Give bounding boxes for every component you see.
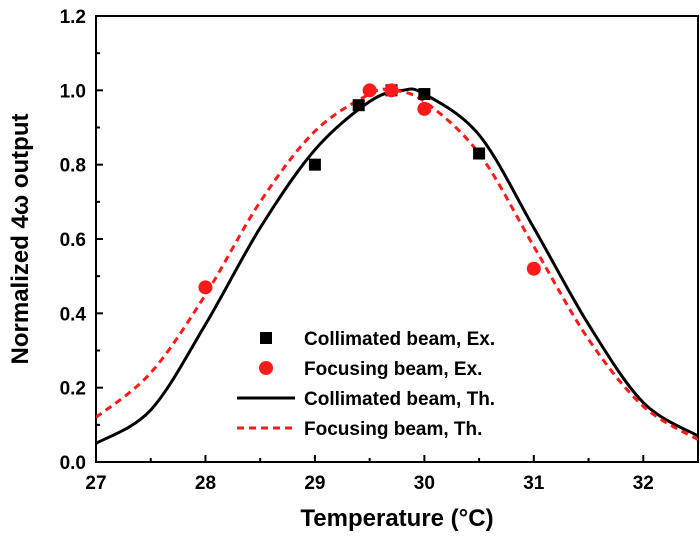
x-axis-title: Temperature (°C) [300, 505, 493, 532]
focusing-data-point [384, 83, 399, 98]
focusing-data-point [198, 280, 213, 295]
x-tick-label: 31 [523, 473, 545, 494]
x-tick-label: 28 [195, 473, 216, 494]
collimated-data-point [352, 99, 365, 112]
focusing-data-point [362, 83, 377, 98]
legend-label: Focusing beam, Th. [304, 419, 482, 440]
x-tick-label: 27 [85, 473, 106, 494]
axis-ticks: 27 28 29 30 31 32 0.0 0.2 0.4 0.6 0.8 1.0 1.2 [60, 7, 654, 494]
collimated-theory-curve [96, 87, 698, 445]
focusing-theory-curve [96, 87, 698, 441]
x-tick-label: 30 [414, 473, 435, 494]
legend-circle-marker [259, 361, 273, 375]
series-layer [96, 83, 698, 445]
collimated-data-point [418, 88, 431, 101]
legend-label: Collimated beam, Ex. [304, 329, 495, 350]
x-tick-label: 29 [304, 473, 325, 494]
y-tick-label: 0.8 [60, 156, 86, 177]
y-tick-label: 0.4 [60, 304, 87, 325]
legend-square-marker [260, 332, 272, 344]
x-tick-label: 32 [633, 473, 654, 494]
legend-label: Collimated beam, Th. [304, 389, 495, 410]
y-tick-label: 1.0 [60, 81, 86, 102]
legend: Collimated beam, Ex. Focusing beam, Ex. Co… [237, 329, 495, 440]
y-tick-label: 0.0 [60, 453, 86, 474]
legend-label: Focusing beam, Ex. [304, 359, 482, 380]
y-tick-label: 0.2 [60, 379, 86, 400]
collimated-data-point [308, 158, 321, 171]
collimated-data-point [473, 147, 486, 160]
y-tick-label: 0.6 [60, 230, 86, 251]
y-axis-title: Normalized 4ω output [7, 114, 34, 365]
y-tick-label: 1.2 [60, 7, 86, 28]
focusing-data-point [417, 101, 432, 116]
focusing-data-point [526, 261, 541, 276]
